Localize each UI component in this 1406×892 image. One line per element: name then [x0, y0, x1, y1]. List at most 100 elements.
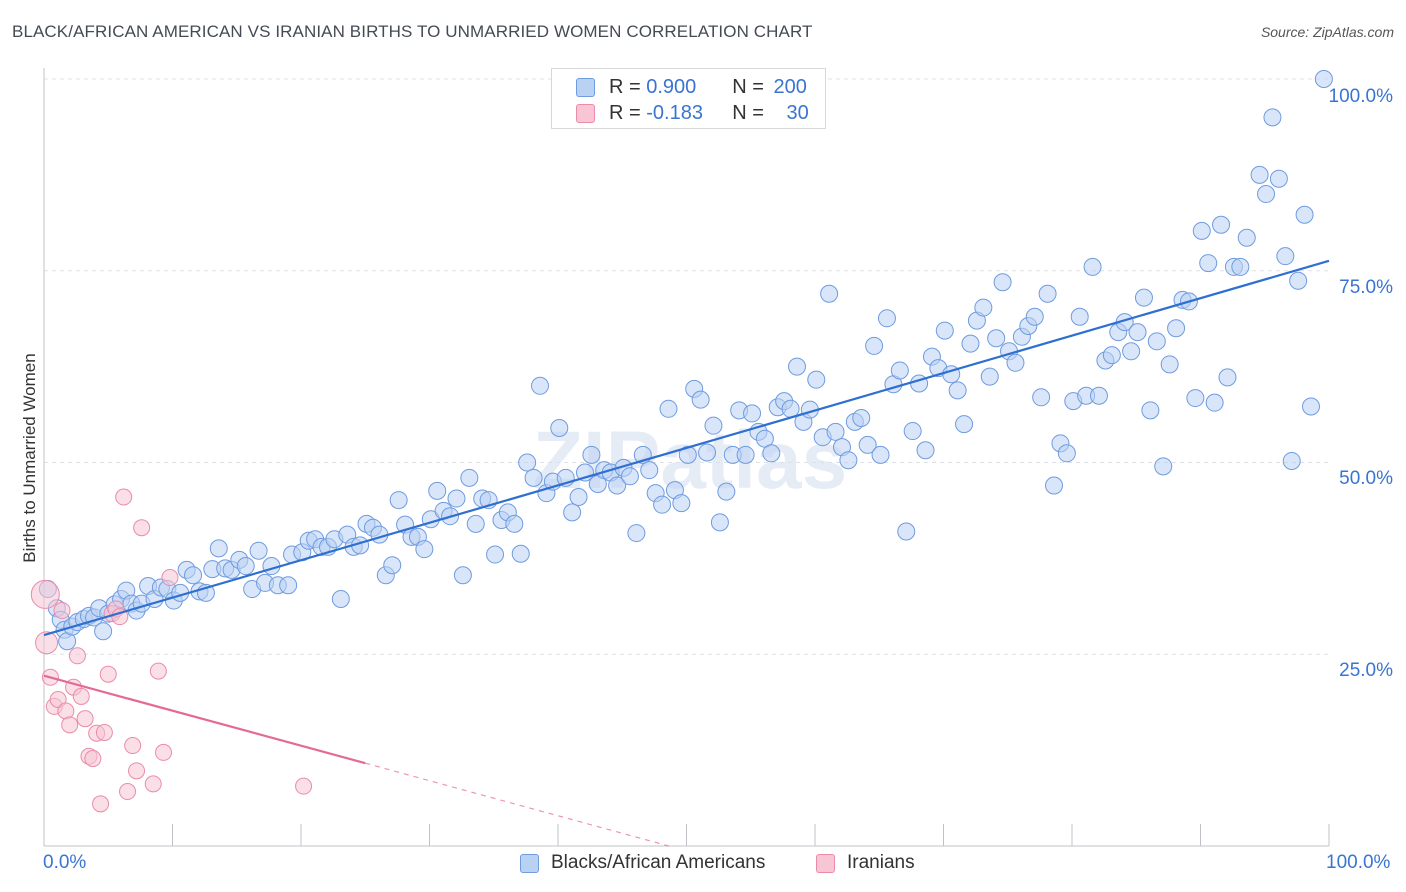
data-point-blacks — [608, 476, 627, 495]
data-point-blacks — [858, 435, 877, 454]
data-point-blacks — [524, 468, 543, 487]
data-point-blacks — [1186, 389, 1205, 408]
data-point-blacks — [1070, 307, 1089, 326]
data-point-blacks — [935, 321, 954, 340]
data-point-iranians — [61, 716, 79, 734]
data-point-blacks — [627, 524, 646, 543]
legend-r-label: R = — [609, 75, 647, 98]
data-point-blacks — [704, 416, 723, 435]
legend-row-blacks: R = 0.900 N = 200 — [576, 75, 807, 99]
data-point-blacks — [1083, 257, 1102, 276]
data-point-iranians — [30, 579, 60, 609]
data-point-blacks — [1276, 247, 1295, 266]
data-point-blacks — [1250, 165, 1269, 184]
data-point-blacks — [453, 566, 472, 585]
legend-item-blacks[interactable]: Blacks/African Americans — [520, 852, 765, 874]
data-point-blacks — [659, 399, 678, 418]
data-point-iranians — [133, 519, 151, 537]
data-point-blacks — [1205, 393, 1224, 412]
y-tick-label: 75.0% — [1339, 277, 1393, 298]
trend-line-iranians-extrapolated — [365, 762, 669, 847]
legend-n-label: N = — [732, 101, 770, 124]
correlation-legend: R = 0.900 N = 200 R = -0.183 N = 30 — [551, 68, 826, 129]
data-point-blacks — [518, 453, 537, 472]
data-point-iranians — [128, 762, 146, 780]
data-point-blacks — [717, 482, 736, 501]
data-point-blacks — [331, 590, 350, 609]
data-point-blacks — [486, 545, 505, 564]
data-point-blacks — [691, 390, 710, 409]
data-point-iranians — [92, 795, 110, 813]
data-point-blacks — [563, 503, 582, 522]
data-point-blacks — [1122, 342, 1141, 361]
data-point-blacks — [466, 514, 485, 533]
data-point-blacks — [955, 415, 974, 434]
data-point-blacks — [1295, 205, 1314, 224]
data-point-blacks — [428, 481, 447, 500]
data-point-iranians — [68, 647, 86, 665]
data-point-blacks — [531, 376, 550, 395]
data-point-blacks — [678, 445, 697, 464]
legend-label: Iranians — [847, 852, 915, 873]
legend-r-label: R = — [609, 101, 647, 124]
data-point-iranians — [155, 743, 173, 761]
data-point-blacks — [710, 513, 729, 532]
legend-r-value: -0.183 — [646, 101, 703, 124]
data-point-blacks — [620, 467, 639, 486]
data-point-blacks — [184, 566, 203, 585]
trend-line-blacks — [43, 259, 1330, 637]
y-tick-label: 25.0% — [1339, 660, 1393, 681]
data-point-blacks — [1269, 169, 1288, 188]
legend-r-value: 0.900 — [646, 75, 697, 98]
series-legend: Blacks/African Americans Iranians — [0, 852, 1406, 878]
data-point-blacks — [236, 557, 255, 576]
data-point-blacks — [698, 443, 717, 462]
data-point-blacks — [871, 445, 890, 464]
data-point-blacks — [807, 370, 826, 389]
data-point-blacks — [279, 576, 298, 595]
data-point-blacks — [1102, 346, 1121, 365]
data-point-iranians — [84, 750, 102, 768]
y-tick-label: 100.0% — [1328, 86, 1393, 107]
legend-row-iranians: R = -0.183 N = 30 — [576, 101, 809, 125]
data-point-blacks — [653, 495, 672, 514]
data-point-blacks — [249, 541, 268, 560]
data-point-blacks — [987, 329, 1006, 348]
data-point-blacks — [890, 361, 909, 380]
legend-item-iranians[interactable]: Iranians — [816, 852, 915, 874]
data-point-blacks — [511, 544, 530, 563]
data-point-blacks — [762, 444, 781, 463]
data-point-blacks — [1006, 353, 1025, 372]
data-point-iranians — [119, 783, 137, 801]
trend-lines — [43, 259, 1330, 847]
data-point-blacks — [1141, 401, 1160, 420]
data-point-iranians — [99, 665, 117, 683]
data-point-blacks — [1302, 397, 1321, 416]
legend-swatch-blue — [576, 77, 595, 97]
data-point-blacks — [1199, 254, 1218, 273]
data-point-blacks — [1089, 386, 1108, 405]
data-point-iranians — [115, 488, 133, 506]
trend-line-iranians — [43, 674, 366, 765]
data-point-blacks — [672, 494, 691, 513]
data-point-blacks — [550, 418, 569, 437]
data-point-iranians — [76, 710, 94, 728]
data-point-blacks — [505, 514, 524, 533]
data-point-blacks — [1289, 271, 1308, 290]
series-blacks-african-americans — [38, 70, 1333, 651]
data-point-blacks — [1057, 444, 1076, 463]
legend-n-label: N = — [732, 75, 770, 98]
data-point-blacks — [1032, 388, 1051, 407]
data-point-iranians — [95, 723, 113, 741]
data-point-blacks — [1167, 319, 1186, 338]
data-point-blacks — [383, 556, 402, 575]
data-point-iranians — [295, 777, 313, 795]
data-point-blacks — [582, 445, 601, 464]
data-point-blacks — [209, 539, 228, 558]
y-tick-label: 50.0% — [1339, 468, 1393, 489]
data-point-blacks — [961, 334, 980, 353]
data-point-blacks — [980, 367, 999, 386]
data-point-blacks — [415, 540, 434, 559]
data-point-blacks — [1282, 451, 1301, 470]
